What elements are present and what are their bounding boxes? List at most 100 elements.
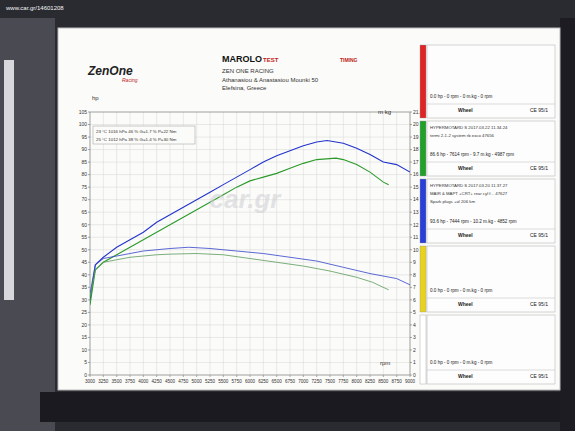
- grid-line: [90, 349, 410, 350]
- grid-line: [90, 299, 410, 300]
- panel-color: [420, 121, 426, 176]
- y-tick-label: 70: [81, 196, 87, 202]
- grid-line: [143, 112, 144, 375]
- x-tick-label: 5000: [192, 379, 203, 384]
- y2-tick-label: 10: [413, 247, 419, 253]
- x-tick-label: 3500: [112, 379, 123, 384]
- grid-line: [156, 112, 157, 375]
- monitor-side: [560, 18, 575, 431]
- y2-tick-label: 4: [413, 322, 416, 328]
- panel-norm: CE 95/1: [530, 373, 548, 379]
- x-tick-label: 4750: [178, 379, 189, 384]
- brand2: TIMING: [340, 57, 358, 63]
- panel-wheel: Wheel: [458, 373, 473, 379]
- panel-stats: 0.0 hp - 0 rpm - 0 m.kg - 0 rpm: [430, 288, 492, 293]
- x-tick-label: 3000: [85, 379, 96, 384]
- grid-line: [90, 274, 410, 275]
- grid-line: [276, 112, 277, 375]
- page: www.car.gr/14601208ZenOneRacingMAROLOTES…: [0, 0, 575, 431]
- header-line: Elefsina, Greece: [222, 85, 267, 91]
- x-tick-label: 6500: [272, 379, 283, 384]
- panel-wheel: Wheel: [458, 107, 473, 113]
- y-tick-label: 5: [84, 359, 87, 365]
- header-line: Athanasiou & Anastasiou Mounki 50: [222, 77, 319, 83]
- panel-norm: CE 95/1: [530, 107, 548, 113]
- y-tick-label: 45: [81, 259, 87, 265]
- panel-stats: 0.0 hp - 0 rpm - 0 m.kg - 0 rpm: [430, 94, 492, 99]
- panel-color: [420, 315, 426, 384]
- x-tick-label: 4500: [165, 379, 176, 384]
- y2-tick-label: 16: [413, 171, 419, 177]
- y-tick-label: 30: [81, 297, 87, 303]
- torque-curve: [90, 254, 389, 298]
- conditions-line: 23 °C 1016 hPa 46 % G=1.7 % P=22 Nm: [96, 129, 177, 134]
- grid-line: [90, 124, 410, 125]
- y2-tick-label: 17: [413, 159, 419, 165]
- x-axis-title: rpm: [380, 360, 390, 366]
- panel-norm: CE 95/1: [530, 301, 548, 307]
- panel-sep: [427, 298, 555, 299]
- grid-line: [196, 112, 197, 375]
- watermark: car.gr: [210, 184, 283, 214]
- y2-tick-label: 20: [413, 121, 419, 127]
- y-tick-label: 90: [81, 146, 87, 152]
- grid-line: [303, 112, 304, 375]
- y-tick-label: 20: [81, 322, 87, 328]
- grid-line: [90, 287, 410, 288]
- y-tick-label: 35: [81, 284, 87, 290]
- grid-line: [236, 112, 237, 375]
- panel-sep: [427, 370, 555, 371]
- panel-wheel: Wheel: [458, 165, 473, 171]
- grid-line: [90, 224, 410, 225]
- panel: [427, 121, 555, 176]
- panel-sep: [427, 104, 555, 105]
- grid-line: [183, 112, 184, 375]
- y2-tick-label: 8: [413, 272, 416, 278]
- y-tick-label: 10: [81, 347, 87, 353]
- conditions-box: [93, 126, 195, 144]
- panel: [427, 246, 555, 312]
- monitor-side: [0, 18, 55, 431]
- x-tick-label: 4250: [152, 379, 163, 384]
- grid-line: [383, 112, 384, 375]
- x-tick-label: 8500: [378, 379, 389, 384]
- site-url: www.car.gr/14601208: [5, 5, 64, 11]
- y-tick-label: 60: [81, 222, 87, 228]
- grid-line: [263, 112, 264, 375]
- y-tick-label: 55: [81, 234, 87, 240]
- monitor: [0, 0, 575, 431]
- y-tick-label: 50: [81, 247, 87, 253]
- grid-line: [103, 112, 104, 375]
- grid-line: [330, 112, 331, 375]
- grid-line: [116, 112, 117, 375]
- panel-sep: [427, 162, 555, 163]
- sheet: [58, 28, 560, 390]
- panel-line: HYPERMOTARD S 2017.03.22 11.34.24: [430, 125, 508, 130]
- y2-tick-label: 6: [413, 297, 416, 303]
- y-tick-label: 0: [84, 372, 87, 378]
- y-tick-label: 40: [81, 272, 87, 278]
- x-tick-label: 4000: [138, 379, 149, 384]
- y2-tick-label: 0: [413, 372, 416, 378]
- power-curve: [90, 141, 410, 300]
- x-tick-label: 9000: [405, 379, 416, 384]
- panel-stats: 93.6 hp - 7444 rpm - 10.2 m.kg - 4852 rp…: [430, 219, 517, 224]
- grid-line: [170, 112, 171, 375]
- x-tick-label: 7500: [325, 379, 336, 384]
- grid-line: [130, 112, 131, 375]
- x-tick-label: 5500: [218, 379, 229, 384]
- y-axis-title: hp: [92, 95, 99, 101]
- x-tick-label: 8750: [392, 379, 403, 384]
- grid-line: [90, 149, 410, 150]
- grid-line: [90, 324, 410, 325]
- y-tick-label: 65: [81, 209, 87, 215]
- y2-tick-label: 15: [413, 184, 419, 190]
- grid-line: [396, 112, 397, 375]
- y2-tick-label: 2: [413, 347, 416, 353]
- grid-line: [90, 262, 410, 263]
- grid-line: [316, 112, 317, 375]
- grid-line: [223, 112, 224, 375]
- y2-tick-label: 1: [413, 359, 416, 365]
- panel-wheel: Wheel: [458, 232, 473, 238]
- panel-line: MAIR & MAPT +CRT+ rear cyl f... 47627: [430, 191, 508, 196]
